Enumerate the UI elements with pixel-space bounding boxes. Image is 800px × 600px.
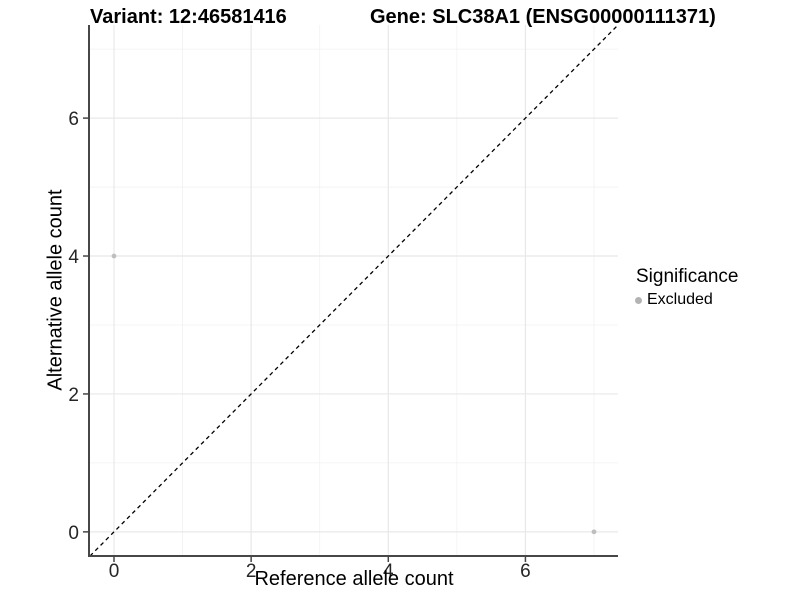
x-tick-label: 0 bbox=[109, 561, 120, 582]
legend: Significance Excluded bbox=[635, 266, 738, 309]
y-tick-label: 4 bbox=[68, 247, 79, 268]
x-tick-label: 2 bbox=[246, 561, 257, 582]
y-tick-label: 6 bbox=[68, 109, 79, 130]
data-point bbox=[591, 529, 597, 535]
x-tick-label: 6 bbox=[520, 561, 531, 582]
x-tick-label: 4 bbox=[383, 561, 394, 582]
y-axis-title: Alternative allele count bbox=[44, 189, 67, 391]
legend-title: Significance bbox=[636, 266, 739, 287]
x-axis-title: Reference allele count bbox=[254, 568, 454, 590]
identity-line bbox=[89, 24, 619, 557]
data-point bbox=[111, 253, 117, 259]
plot-title-variant: Variant: 12:46581416 bbox=[90, 6, 287, 28]
plot-title-gene: Gene: SLC38A1 (ENSG00000111371) bbox=[370, 6, 716, 28]
y-tick-label: 2 bbox=[68, 385, 79, 406]
excluded-point-icon bbox=[635, 296, 642, 304]
legend-item-label: Excluded bbox=[647, 291, 713, 308]
legend-item-excluded: Excluded bbox=[635, 291, 738, 309]
y-tick-label: 0 bbox=[68, 523, 79, 544]
